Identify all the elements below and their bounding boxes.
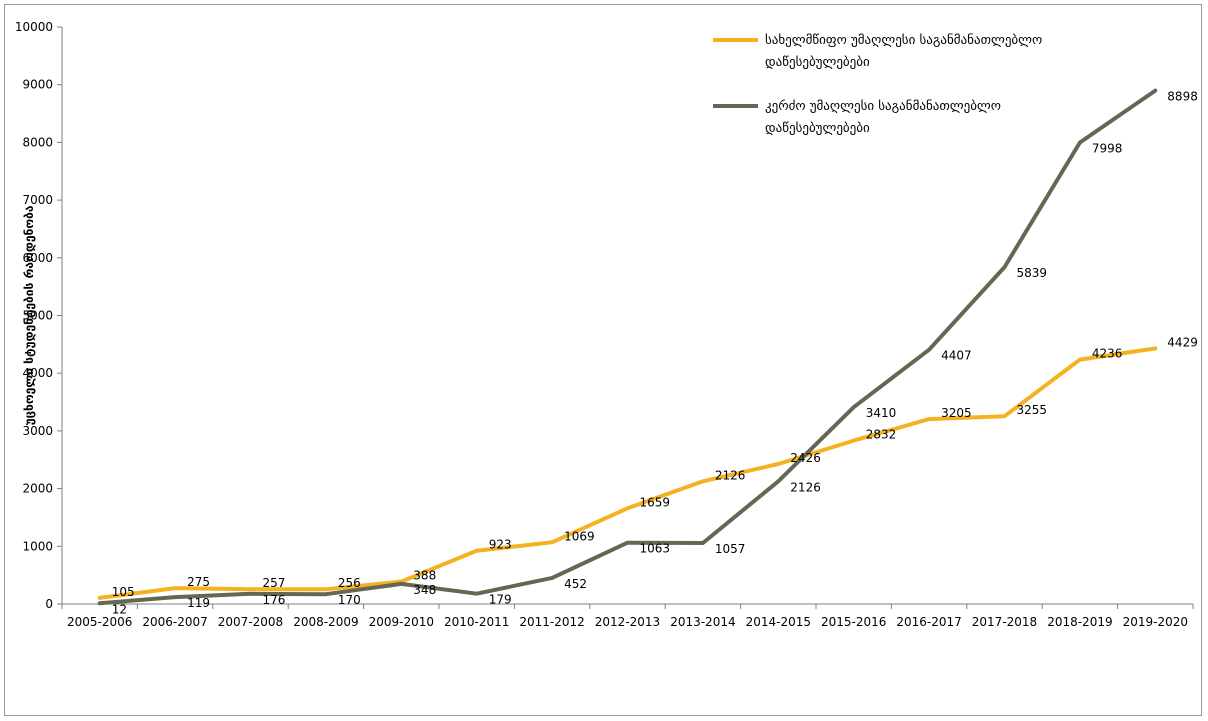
y-tick-label: 1000 <box>22 539 53 553</box>
data-label-series-1: 1069 <box>564 529 595 543</box>
data-label-series-2: 1063 <box>640 542 671 556</box>
data-label-series-2: 452 <box>564 577 587 591</box>
data-label-series-2: 7998 <box>1092 142 1123 156</box>
x-tick-label: 2008-2009 <box>293 615 358 629</box>
y-tick-label: 0 <box>45 597 53 611</box>
x-tick-label: 2011-2012 <box>519 615 584 629</box>
data-label-series-1: 923 <box>489 538 512 552</box>
data-labels: 105 275 257 256 388 923 1069 1659 2126 2426 2832 32… <box>112 90 1198 617</box>
axes: 0 1000 2000 3000 4000 5000 6000 7000 8000 9000 100… <box>15 20 1194 629</box>
data-label-series-1: 4236 <box>1092 347 1123 361</box>
data-label-series-2: 119 <box>187 596 210 610</box>
data-label-series-1: 275 <box>187 575 210 589</box>
y-tick-label: 7000 <box>22 193 53 207</box>
x-tick-label: 2009-2010 <box>369 615 434 629</box>
legend-label-1: სახელმწიფო უმაღლესი საგანმანათლებლო <box>765 33 1042 48</box>
series-line-2 <box>97 88 1158 606</box>
data-label-series-2: 176 <box>263 593 286 607</box>
y-tick-label: 5000 <box>22 309 53 323</box>
data-label-series-1: 3255 <box>1017 403 1048 417</box>
data-label-series-1: 105 <box>112 585 135 599</box>
data-label-series-2: 3410 <box>866 406 897 420</box>
x-tick-label: 2019-2020 <box>1123 615 1188 629</box>
x-tick-label: 2016-2017 <box>896 615 961 629</box>
legend-label-1: დაწესებულებები <box>765 55 870 70</box>
x-tick-label: 2015-2016 <box>821 615 886 629</box>
x-tick-label: 2010-2011 <box>444 615 509 629</box>
x-tick-label: 2006-2007 <box>142 615 207 629</box>
data-label-series-2: 179 <box>489 593 512 607</box>
data-label-series-1: 257 <box>263 576 286 590</box>
y-tick-label: 4000 <box>22 366 53 380</box>
data-label-series-2: 4407 <box>941 349 972 363</box>
y-tick-label: 2000 <box>22 482 53 496</box>
x-tick-label: 2018-2019 <box>1047 615 1112 629</box>
y-tick-label: 3000 <box>22 424 53 438</box>
data-label-series-1: 4429 <box>1167 335 1198 349</box>
y-axis-title: უცხოელი სტუდენტების რაოდენობა <box>22 205 36 425</box>
x-tick-label: 2017-2018 <box>972 615 1037 629</box>
data-label-series-1: 2426 <box>790 451 821 465</box>
legend-label-2: კერძო უმაღლესი საგანმანათლებლო <box>765 99 1001 114</box>
data-label-series-2: 8898 <box>1167 90 1198 104</box>
data-label-series-1: 256 <box>338 576 361 590</box>
data-label-series-2: 12 <box>112 602 127 616</box>
data-label-series-2: 1057 <box>715 542 746 556</box>
data-label-series-1: 1659 <box>640 495 671 509</box>
data-label-series-2: 2126 <box>790 480 821 494</box>
data-label-series-2: 348 <box>413 583 436 597</box>
y-tick-label: 9000 <box>22 78 53 92</box>
data-label-series-2: 170 <box>338 593 361 607</box>
legend-label-2: დაწესებულებები <box>765 121 870 136</box>
y-tick-label: 10000 <box>15 20 53 34</box>
data-label-series-2: 5839 <box>1017 266 1048 280</box>
data-label-series-1: 2126 <box>715 468 746 482</box>
data-label-series-1: 2832 <box>866 428 897 442</box>
x-tick-label: 2005-2006 <box>67 615 132 629</box>
x-tick-label: 2013-2014 <box>670 615 735 629</box>
data-label-series-1: 3205 <box>941 406 972 420</box>
y-tick-label: 8000 <box>22 135 53 149</box>
x-tick-label: 2007-2008 <box>218 615 283 629</box>
x-tick-label: 2014-2015 <box>746 615 811 629</box>
series-line-1 <box>97 346 1158 600</box>
data-label-series-1: 388 <box>413 569 436 583</box>
series-lines <box>97 88 1158 606</box>
y-tick-label: 6000 <box>22 251 53 265</box>
x-tick-label: 2012-2013 <box>595 615 660 629</box>
legend: სახელმწიფო უმაღლესი საგანმანათლებლო დაწეს… <box>713 33 1042 136</box>
